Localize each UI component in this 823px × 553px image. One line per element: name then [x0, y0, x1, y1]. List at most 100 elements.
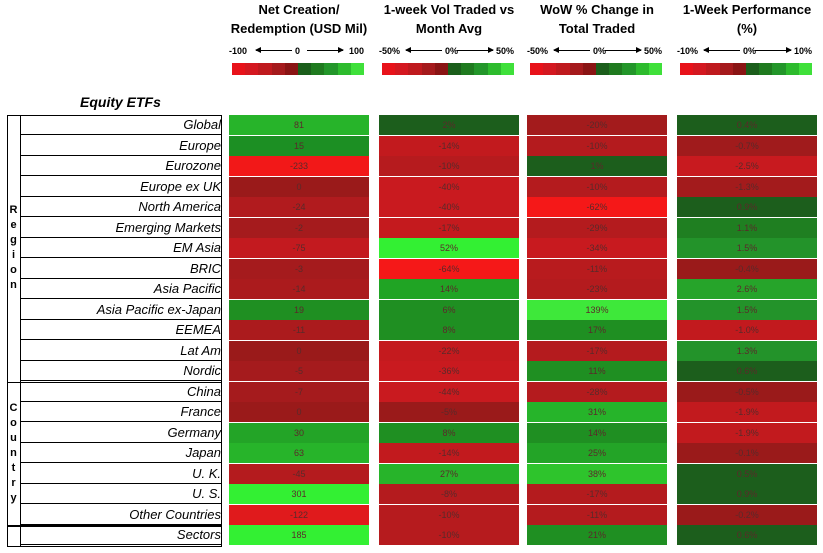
- data-cell: -10%: [379, 525, 519, 545]
- data-cell: 25%: [527, 443, 667, 463]
- gradient-swatch: [622, 63, 636, 75]
- data-cell: -75: [229, 238, 369, 258]
- data-cell: -1.0%: [677, 320, 817, 340]
- data-cell: 0.4%: [677, 115, 817, 135]
- gradient-swatch: [759, 63, 773, 75]
- data-cell: -233: [229, 156, 369, 176]
- row-label: BRIC: [20, 259, 221, 279]
- data-cell: 17%: [527, 320, 667, 340]
- gradient-swatch: [245, 63, 259, 75]
- gradient-swatch: [350, 63, 365, 75]
- gradient-swatch: [232, 63, 246, 75]
- gradient-swatch: [474, 63, 488, 75]
- column-header-line2: (%): [736, 21, 758, 36]
- row-label: Other Countries: [20, 505, 221, 525]
- data-cell: -122: [229, 504, 369, 525]
- data-cell: -10%: [379, 156, 519, 176]
- gradient-swatch: [582, 63, 597, 75]
- data-cell: 0.9%: [677, 197, 817, 217]
- data-cell: -45: [229, 463, 369, 484]
- data-cell: -40%: [379, 197, 519, 217]
- gradient-swatch: [530, 63, 544, 75]
- data-cell: -0.1%: [677, 443, 817, 463]
- row-label: Global: [20, 115, 221, 135]
- gradient-swatch: [798, 63, 813, 75]
- scale-max-label: 50%: [643, 46, 662, 56]
- scale-mid-label: 0%: [743, 46, 757, 56]
- data-cell: -22%: [379, 340, 519, 361]
- gradient-swatch: [461, 63, 475, 75]
- scale-min-label: -50%: [379, 46, 401, 56]
- data-cell: -0.2%: [677, 504, 817, 525]
- data-cell: -28%: [527, 381, 667, 402]
- data-cell: 81: [229, 115, 369, 135]
- data-cell: -20%: [527, 115, 667, 135]
- data-cell: -14: [229, 279, 369, 299]
- data-cell: -34%: [527, 238, 667, 258]
- gradient-swatch: [421, 63, 435, 75]
- data-cell: 31%: [527, 402, 667, 422]
- data-cell: -0.4%: [677, 258, 817, 279]
- row-label: Eurozone: [20, 156, 221, 176]
- data-cell: -1.9%: [677, 402, 817, 422]
- scale-max-label: 50%: [495, 46, 514, 56]
- row-group-box: [7, 526, 222, 547]
- gradient-swatch: [596, 63, 610, 75]
- row-label: Asia Pacific ex-Japan: [20, 300, 221, 320]
- column-header-line1: 1-week Vol Traded vs: [383, 2, 515, 17]
- data-cell: -10%: [527, 135, 667, 156]
- gradient-swatch: [648, 63, 663, 75]
- column-header-line2: Month Avg: [415, 21, 483, 36]
- data-cell: -14%: [379, 443, 519, 463]
- data-cell: -64%: [379, 258, 519, 279]
- data-cell: 14%: [527, 422, 667, 443]
- left-arrow-icon: [255, 47, 292, 53]
- data-cell: 8%: [379, 422, 519, 443]
- data-cell: 1.5%: [677, 238, 817, 258]
- row-label: U. K.: [20, 464, 221, 484]
- gradient-swatch: [609, 63, 623, 75]
- column-header-line1: Net Creation/: [258, 2, 340, 17]
- gradient-swatch: [556, 63, 570, 75]
- data-cell: -24: [229, 197, 369, 217]
- data-cell: -11%: [527, 504, 667, 525]
- data-cell: -29%: [527, 217, 667, 238]
- gradient-swatch: [337, 63, 351, 75]
- data-cell: 0: [229, 402, 369, 422]
- gradient-swatch: [543, 63, 557, 75]
- gradient-swatch: [693, 63, 707, 75]
- group-label-letter: o: [10, 416, 17, 429]
- data-cell: -1.3%: [677, 176, 817, 197]
- data-cell: -11%: [527, 258, 667, 279]
- row-label: Sectors: [20, 525, 221, 545]
- group-label-letter: i: [11, 249, 16, 262]
- data-cell: 0: [229, 176, 369, 197]
- gradient-swatch: [785, 63, 799, 75]
- data-cell: 1.3%: [677, 340, 817, 361]
- data-cell: 2.6%: [677, 279, 817, 299]
- scale-mid-label: 0%: [593, 46, 607, 56]
- color-gradient-bar: [382, 63, 515, 75]
- data-cell: 1%: [527, 156, 667, 176]
- data-cell: -14%: [379, 135, 519, 156]
- right-arrow-icon: [755, 47, 792, 53]
- gradient-swatch: [487, 63, 501, 75]
- group-label-letter: r: [11, 476, 16, 489]
- color-gradient-bar: [530, 63, 663, 75]
- gradient-swatch: [408, 63, 422, 75]
- data-cell: -7: [229, 381, 369, 402]
- gradient-swatch: [635, 63, 649, 75]
- data-cell: -0.7%: [677, 135, 817, 156]
- scale-min-label: -50%: [527, 46, 549, 56]
- scale-mid-label: 0%: [445, 46, 459, 56]
- row-label: China: [20, 382, 221, 402]
- data-cell: 2%: [379, 115, 519, 135]
- right-arrow-icon: [307, 47, 344, 53]
- gradient-swatch: [448, 63, 462, 75]
- group-label-letter: e: [10, 219, 17, 232]
- data-cell: 6%: [379, 299, 519, 320]
- gradient-swatch: [271, 63, 285, 75]
- row-label: EEMEA: [20, 320, 221, 340]
- column-header: 1-week Vol Traded vs Month Avg: [369, 0, 529, 40]
- row-label: Europe ex UK: [20, 177, 221, 197]
